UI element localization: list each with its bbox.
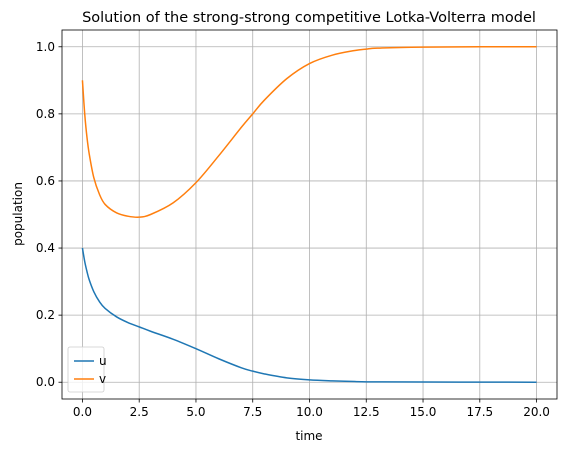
y-tick-label: 0.4 [36,241,55,255]
x-tick-label: 2.5 [130,405,149,419]
x-tick-label: 0.0 [73,405,92,419]
x-tick-label: 12.5 [353,405,380,419]
y-tick-label: 0.0 [36,375,55,389]
y-tick-label: 1.0 [36,40,55,54]
y-tick-label: 0.8 [36,107,55,121]
x-tick-label: 15.0 [410,405,437,419]
legend-box [67,346,105,393]
y-tick-label: 0.2 [36,308,55,322]
chart-title: Solution of the strong-strong competitiv… [82,10,536,26]
grid [62,30,557,399]
x-tick-label: 17.5 [466,405,493,419]
legend: uv [67,346,107,393]
y-axis-ticks: 0.0 0.2 0.4 0.6 0.8 1.0 [36,40,62,389]
x-tick-label: 10.0 [296,405,323,419]
legend-label-v: v [99,372,106,386]
x-axis-label: time [295,429,322,443]
x-tick-label: 5.0 [186,405,205,419]
x-tick-label: 20.0 [523,405,550,419]
y-axis-label: population [11,182,25,246]
y-tick-label: 0.6 [36,174,55,188]
legend-label-u: u [99,354,107,368]
series-line-v [81,45,537,218]
x-tick-label: 7.5 [243,405,262,419]
plot-lines [81,45,537,383]
series-line-u [81,247,537,383]
x-axis-ticks: 0.0 2.5 5.0 7.5 10.0 12.5 15.0 17.5 20.0 [73,399,550,419]
